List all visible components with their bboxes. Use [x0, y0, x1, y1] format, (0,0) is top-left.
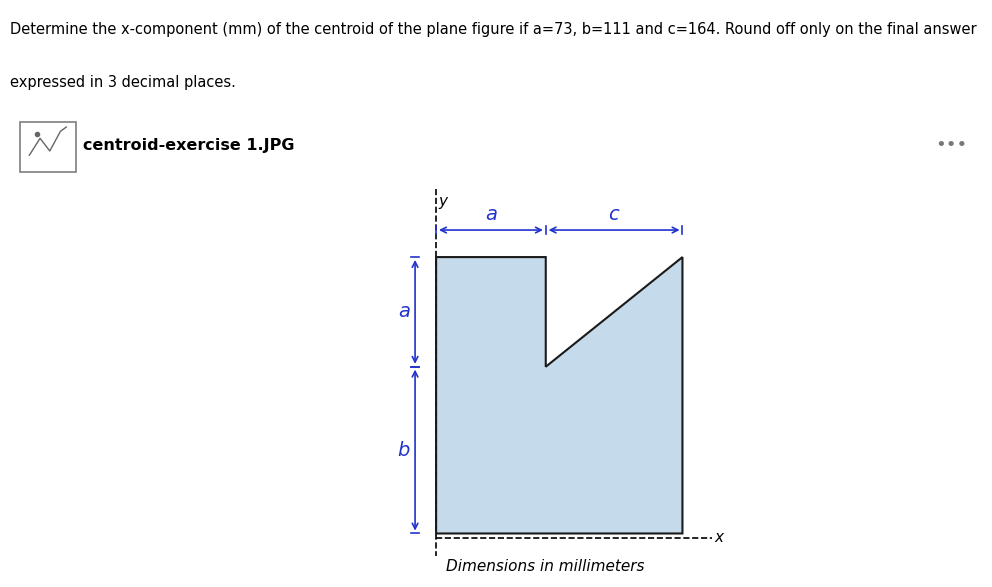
- Polygon shape: [436, 257, 682, 534]
- Text: y: y: [438, 194, 447, 209]
- Text: centroid-exercise 1.JPG: centroid-exercise 1.JPG: [83, 138, 295, 153]
- Text: $a$: $a$: [398, 302, 411, 322]
- Text: •••: •••: [935, 136, 967, 154]
- Text: $x$: $x$: [714, 531, 725, 545]
- Text: Determine the x-component (mm) of the centroid of the plane figure if a=73, b=11: Determine the x-component (mm) of the ce…: [10, 22, 976, 38]
- Text: Dimensions in millimeters: Dimensions in millimeters: [446, 559, 645, 574]
- Text: $b$: $b$: [397, 441, 411, 460]
- Text: $a$: $a$: [484, 205, 497, 224]
- Text: $c$: $c$: [608, 205, 620, 224]
- Text: expressed in 3 decimal places.: expressed in 3 decimal places.: [10, 75, 236, 90]
- FancyBboxPatch shape: [20, 122, 76, 172]
